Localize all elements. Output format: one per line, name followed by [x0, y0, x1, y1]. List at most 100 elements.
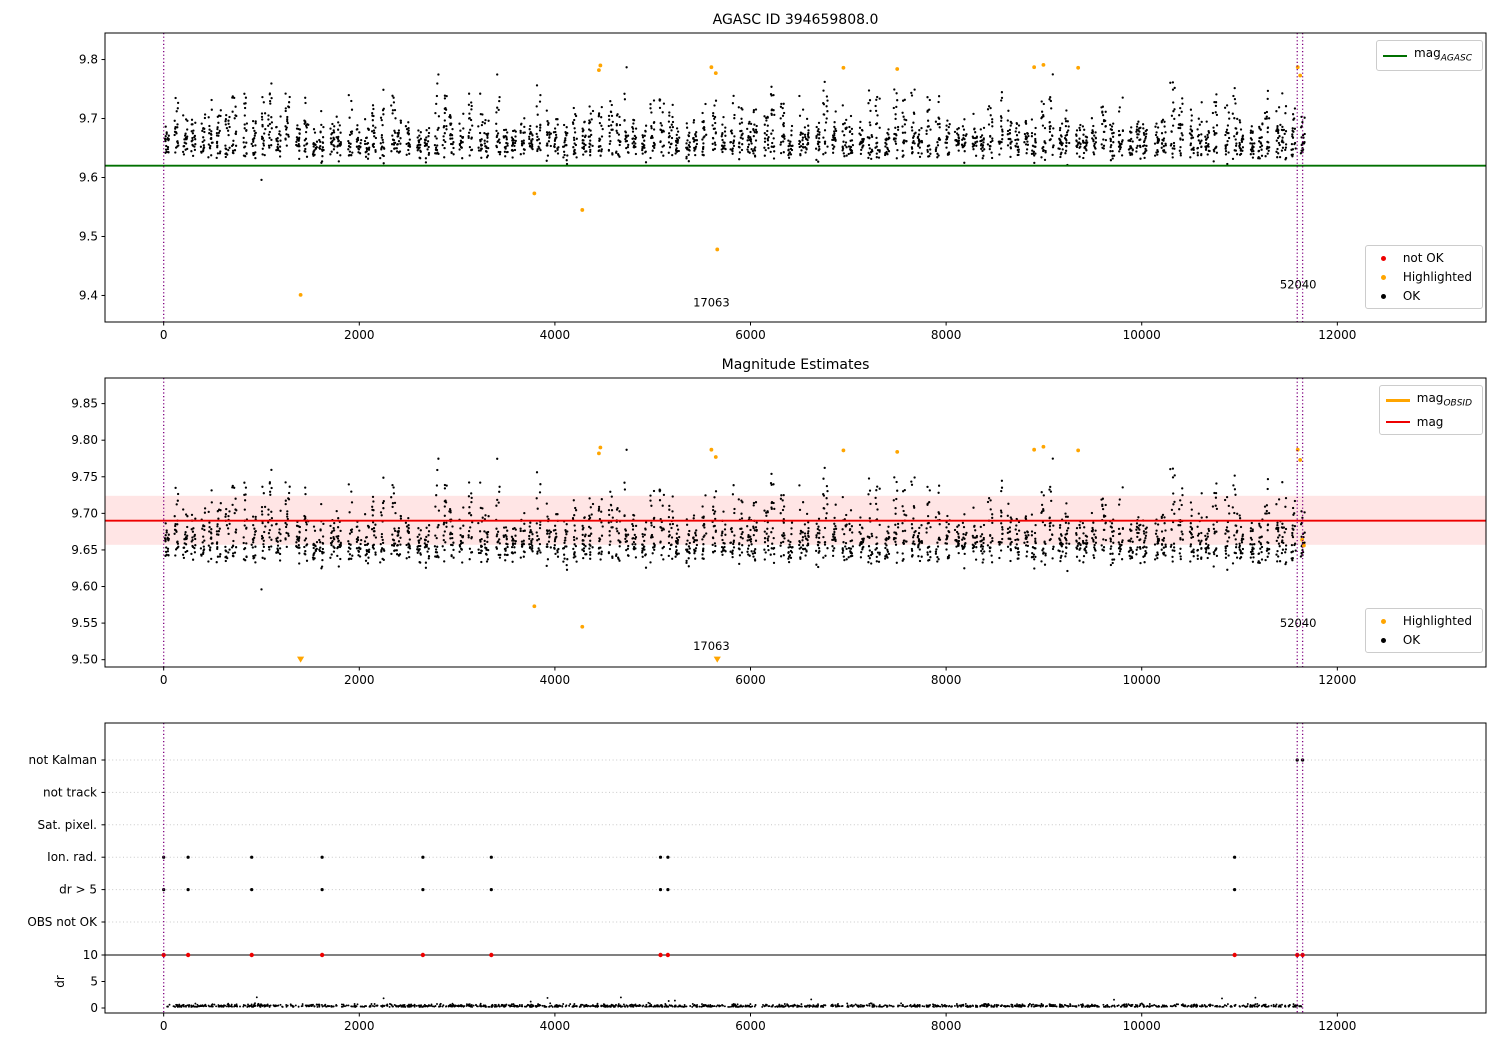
line-swatch-icon	[1383, 54, 1408, 57]
highlighted-points	[298, 62, 1303, 297]
obsid-annotation: 17063	[693, 639, 730, 653]
clipped-point-marker	[297, 656, 305, 663]
line-swatch-icon	[1385, 399, 1410, 403]
legend-label: Highlighted	[1402, 614, 1472, 628]
y-tick-label: 9.7	[79, 112, 98, 126]
chart1-x-axis: 0 2000 4000 6000 8000 10000 12000	[160, 322, 1356, 342]
ok-points	[163, 66, 1306, 182]
chart1-group: 0 2000 4000 6000 8000 10000 120009.49.59.69.79…	[79, 32, 1487, 342]
legend-entry: OK	[1372, 633, 1472, 647]
x-tick-label: 8000	[931, 328, 962, 342]
chart2-frame	[104, 377, 1487, 668]
dr-tick-label: 5	[90, 975, 98, 989]
clipped-point-marker	[713, 656, 721, 663]
dr-capped-point	[1300, 952, 1305, 958]
x-tick-label: 8000	[931, 1019, 962, 1033]
y-tick-label: 9.75	[71, 470, 98, 484]
highlighted-point	[298, 292, 303, 297]
x-tick-label: 10000	[1123, 328, 1161, 342]
highlighted-point	[713, 71, 718, 76]
highlighted-point	[598, 63, 603, 68]
legend-label: magOBSID	[1416, 391, 1472, 409]
x-tick-label: 6000	[735, 328, 766, 342]
dr-tick-label: 10	[83, 948, 98, 962]
y-tick-label: 9.50	[71, 653, 98, 667]
obsid-annotation: 52040	[1280, 277, 1317, 291]
dr-capped-point	[665, 952, 671, 958]
legend-label: not OK	[1402, 251, 1444, 265]
highlighted-point	[1041, 444, 1046, 449]
dot-swatch-icon	[1372, 618, 1396, 624]
dr-capped-point	[161, 952, 166, 958]
chart2-y-axis: 9.50 9.55 9.60 9.65 9.70 9.75 9.80 9.85	[71, 397, 105, 667]
ok-points	[163, 448, 1306, 591]
x-tick-label: 4000	[540, 673, 571, 687]
legend-label: magAGASC	[1414, 46, 1472, 64]
dr-axis-label: dr	[53, 975, 67, 988]
legend-entry: Highlighted	[1372, 270, 1472, 284]
dr-capped-point	[420, 952, 426, 958]
y-tick-label: 9.70	[71, 506, 98, 520]
obsid-annotation: 52040	[1280, 616, 1317, 630]
highlighted-point	[598, 445, 603, 450]
x-tick-label: 10000	[1123, 673, 1161, 687]
y-tick-label: 9.4	[79, 288, 98, 302]
highlighted-point	[1298, 73, 1303, 78]
chart3-group: not Kalman not track Sat. pixel. Ion. rad. d…	[27, 722, 1487, 1033]
y-tick-label: 9.8	[79, 53, 98, 67]
dr-trace-points	[166, 996, 1303, 1008]
category-label: OBS not OK	[27, 915, 98, 929]
x-tick-label: 4000	[540, 328, 571, 342]
highlighted-point	[715, 247, 720, 252]
legend-entry: mag	[1385, 415, 1472, 430]
chart2-title: Magnitude Estimates	[721, 357, 870, 373]
obsid-annotation: 17063	[693, 296, 730, 310]
dr-capped-point	[658, 952, 663, 958]
y-tick-label: 9.65	[71, 543, 98, 557]
line-swatch-icon	[1385, 421, 1410, 424]
chart3-frame	[104, 722, 1487, 1014]
x-tick-label: 6000	[735, 1019, 766, 1033]
x-tick-label: 8000	[931, 673, 962, 687]
x-tick-label: 0	[160, 328, 168, 342]
legend-label: Highlighted	[1402, 270, 1472, 284]
x-tick-label: 10000	[1123, 1019, 1161, 1033]
legend-entry: magAGASC	[1383, 46, 1472, 65]
chart3-x-axis: 0 2000 4000 6000 8000 10000 12000	[160, 1013, 1356, 1033]
legend-mag-agasc: magAGASC	[1376, 40, 1483, 72]
x-tick-label: 4000	[540, 1019, 571, 1033]
highlighted-point	[532, 604, 537, 609]
x-tick-label: 0	[160, 673, 168, 687]
legend-entry: Highlighted	[1372, 614, 1472, 628]
x-tick-label: 12000	[1318, 673, 1356, 687]
highlighted-point	[1032, 65, 1037, 70]
x-tick-label: 12000	[1318, 1019, 1356, 1033]
dr-capped-point	[319, 952, 325, 958]
highlighted-point	[597, 68, 601, 73]
legend-mag-lines: magOBSID mag	[1378, 385, 1483, 436]
dr-tick-label: 0	[90, 1001, 98, 1015]
legend-point-types-middle: Highlighted OK	[1364, 608, 1483, 653]
highlighted-point	[713, 455, 718, 459]
category-label: not track	[43, 785, 97, 799]
legend-label: mag	[1416, 415, 1444, 430]
highlighted-point	[1076, 65, 1081, 70]
highlighted-point	[580, 624, 585, 629]
legend-label: OK	[1402, 633, 1421, 647]
chart1-y-axis: 9.4 9.5 9.6 9.7 9.8	[79, 53, 105, 302]
highlighted-point	[1041, 62, 1046, 67]
dr-capped-points	[161, 952, 1305, 958]
highlighted-point	[1298, 458, 1303, 462]
y-tick-label: 9.60	[71, 580, 98, 594]
dr-capped-point	[185, 952, 191, 958]
x-tick-label: 0	[160, 1019, 168, 1033]
dot-swatch-icon	[1372, 255, 1396, 261]
chart2-group: 0 2000 4000 6000 8000 10000 120009.509.559.609…	[71, 377, 1487, 687]
chart1-title: AGASC ID 394659808.0	[712, 12, 879, 28]
dot-swatch-icon	[1372, 637, 1396, 643]
highlighted-point	[895, 67, 900, 71]
chart2-x-axis: 0 2000 4000 6000 8000 10000 12000	[160, 667, 1356, 687]
highlighted-point	[597, 451, 601, 456]
